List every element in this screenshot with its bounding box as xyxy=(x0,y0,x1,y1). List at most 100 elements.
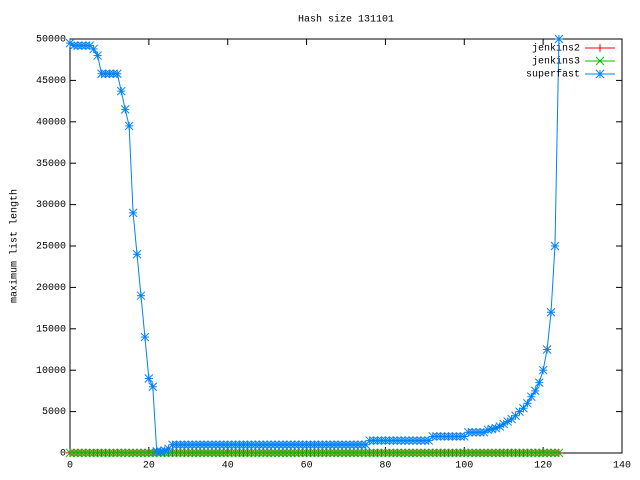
marker xyxy=(223,448,233,458)
marker xyxy=(144,374,154,383)
marker xyxy=(400,448,410,458)
marker xyxy=(128,208,138,218)
marker xyxy=(140,448,150,458)
marker xyxy=(459,448,469,458)
marker xyxy=(203,448,213,458)
marker xyxy=(424,448,434,458)
marker-stroke xyxy=(554,448,564,458)
marker xyxy=(499,448,509,458)
marker-stroke xyxy=(274,448,284,458)
marker xyxy=(69,448,79,458)
marker xyxy=(227,448,237,458)
marker-stroke xyxy=(262,448,272,458)
marker-stroke xyxy=(101,448,110,458)
marker xyxy=(388,448,398,458)
x-tick-label: 40 xyxy=(222,461,234,472)
marker xyxy=(136,291,146,301)
marker-stroke xyxy=(235,448,244,458)
marker xyxy=(73,448,83,458)
marker-stroke xyxy=(424,448,434,458)
chart-title: Hash size 131101 xyxy=(298,14,394,26)
legend-label: jenkins3 xyxy=(532,56,580,68)
marker xyxy=(420,448,430,458)
marker-stroke xyxy=(369,448,378,458)
marker-stroke xyxy=(408,448,418,458)
legend-label: superfast xyxy=(526,69,580,81)
marker-stroke xyxy=(392,448,402,458)
marker xyxy=(93,51,102,60)
marker xyxy=(448,448,457,458)
marker xyxy=(530,448,540,458)
marker xyxy=(424,436,434,445)
y-tick-label: 5000 xyxy=(42,407,66,418)
marker-stroke xyxy=(373,448,382,458)
marker-stroke xyxy=(381,448,390,458)
marker xyxy=(377,448,386,458)
marker-stroke xyxy=(254,448,264,458)
marker-stroke xyxy=(404,448,414,458)
y-tick-label: 10000 xyxy=(36,366,66,377)
marker-stroke xyxy=(298,448,307,458)
marker xyxy=(542,345,552,354)
marker-stroke xyxy=(440,448,449,458)
marker xyxy=(124,448,134,458)
marker xyxy=(112,69,122,79)
marker-stroke xyxy=(412,448,422,458)
marker-stroke xyxy=(215,448,225,458)
marker-stroke xyxy=(124,121,134,131)
marker xyxy=(511,448,520,458)
marker xyxy=(404,448,414,458)
marker xyxy=(191,448,201,458)
marker-stroke xyxy=(286,448,296,458)
marker xyxy=(183,448,193,458)
marker-stroke xyxy=(523,398,532,408)
marker xyxy=(89,44,99,54)
marker xyxy=(109,448,118,458)
marker-stroke xyxy=(511,448,520,458)
marker-stroke xyxy=(140,332,150,342)
marker-stroke xyxy=(538,448,548,458)
marker xyxy=(408,448,418,458)
marker xyxy=(349,448,359,458)
marker-stroke xyxy=(105,448,114,458)
marker xyxy=(258,448,268,458)
marker-stroke xyxy=(310,448,319,458)
marker-stroke xyxy=(420,448,430,458)
marker-stroke xyxy=(219,448,229,458)
marker xyxy=(105,448,114,458)
marker xyxy=(262,448,272,458)
marker-stroke xyxy=(317,448,327,458)
marker-stroke xyxy=(459,448,469,458)
marker-stroke xyxy=(302,448,311,458)
marker xyxy=(144,448,154,458)
marker xyxy=(538,365,548,375)
marker xyxy=(321,448,331,458)
marker xyxy=(294,448,304,458)
marker xyxy=(124,121,134,131)
marker-stroke xyxy=(140,448,150,458)
marker xyxy=(148,382,158,392)
marker-stroke xyxy=(112,448,122,458)
marker xyxy=(65,448,75,458)
marker-stroke xyxy=(231,448,240,458)
marker xyxy=(219,448,229,458)
marker xyxy=(176,448,185,458)
marker-stroke xyxy=(542,345,552,354)
y-tick-label: 35000 xyxy=(36,159,66,170)
marker xyxy=(554,448,564,458)
marker-stroke xyxy=(321,448,331,458)
marker xyxy=(595,56,605,66)
marker xyxy=(361,448,371,458)
marker-stroke xyxy=(203,448,213,458)
marker-stroke xyxy=(491,448,501,458)
marker xyxy=(120,448,130,458)
marker xyxy=(195,448,205,458)
marker xyxy=(479,448,489,458)
marker-stroke xyxy=(471,448,481,458)
marker-stroke xyxy=(349,448,359,458)
marker-stroke xyxy=(278,448,288,458)
marker xyxy=(345,448,355,458)
marker xyxy=(471,448,481,458)
marker xyxy=(310,448,319,458)
